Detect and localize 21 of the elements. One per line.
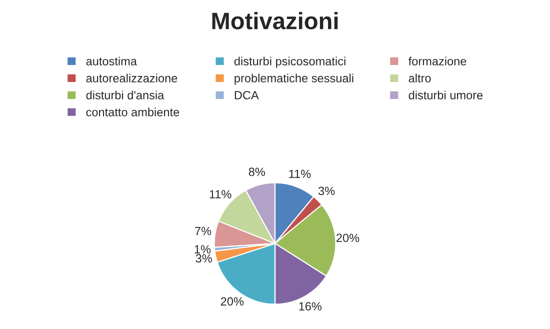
data-label: 20%	[336, 234, 360, 242]
legend-label: DCA	[234, 91, 259, 100]
data-label: 8%	[248, 168, 265, 176]
data-label: 16%	[299, 302, 322, 310]
legend-label: autostima	[86, 56, 137, 66]
legend-label: autorealizzazione	[86, 74, 178, 82]
legend-label: formazione	[408, 56, 466, 66]
legend-label: disturbi d'ansia	[86, 90, 164, 100]
data-label: 3%	[318, 186, 335, 196]
data-label: 11%	[289, 170, 311, 178]
data-label: 20%	[220, 297, 244, 306]
data-label: 11%	[210, 190, 232, 198]
data-label: 3%	[196, 254, 212, 263]
legend-label: altro	[408, 74, 431, 82]
data-label: 7%	[195, 226, 212, 236]
chart-title: Motivazioni	[212, 12, 338, 30]
legend-label: disturbi psicosomatici	[234, 56, 346, 68]
legend-label: contatto ambiente	[86, 108, 180, 116]
data-label: 1%	[194, 245, 211, 254]
legend-label: problematiche sessuali	[234, 74, 354, 85]
legend-label: disturbi umore	[408, 90, 483, 100]
